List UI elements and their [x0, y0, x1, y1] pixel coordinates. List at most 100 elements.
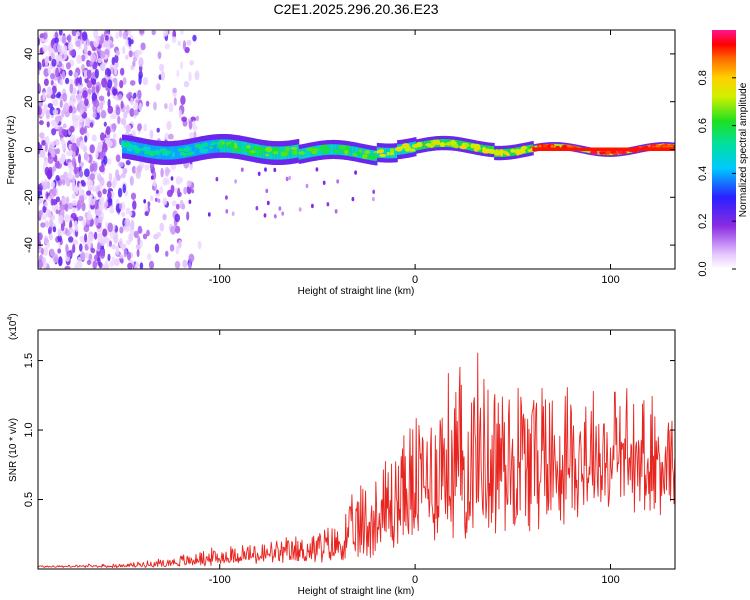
noise-speckle [176, 69, 180, 78]
noise-speckle [71, 157, 77, 167]
noise-speckle [65, 77, 70, 85]
scatter-speckle [157, 198, 161, 203]
band-core [297, 144, 300, 158]
noise-speckle [65, 243, 69, 254]
band-blob [612, 152, 619, 156]
noise-speckle [73, 167, 78, 175]
noise-speckle [112, 176, 118, 186]
band-core [348, 145, 351, 157]
noise-speckle [125, 54, 129, 60]
noise-speckle [69, 83, 74, 94]
noise-speckle [100, 50, 106, 59]
noise-speckle [89, 173, 96, 181]
noise-speckle [171, 200, 178, 207]
band-blob [395, 146, 403, 152]
spectrogram-y-label: Frequency (Hz) [6, 116, 17, 185]
band-core [394, 147, 397, 159]
noise-speckle [100, 33, 104, 44]
noise-speckle [93, 39, 99, 48]
band-core [239, 141, 242, 155]
noise-speckle [148, 260, 155, 269]
noise-speckle [39, 132, 45, 139]
noise-speckle [99, 240, 106, 246]
snr-multiplier: (x104) [7, 313, 19, 340]
scatter-speckle [152, 185, 155, 191]
band-core [197, 142, 200, 156]
band-core [372, 150, 375, 161]
scatter-speckle [231, 211, 235, 216]
noise-speckle [61, 129, 68, 136]
noise-speckle [165, 250, 169, 257]
noise-speckle [43, 246, 48, 256]
noise-speckle [133, 230, 139, 239]
noise-speckle [122, 77, 127, 85]
scatter-speckle [264, 167, 267, 172]
band-blob [250, 150, 256, 154]
noise-speckle [72, 200, 78, 206]
noise-speckle [114, 66, 118, 76]
band-core [353, 146, 356, 157]
noise-speckle [105, 126, 111, 135]
band-blob [389, 148, 395, 154]
noise-speckle [117, 115, 121, 125]
band-core [354, 146, 358, 158]
noise-speckle [79, 235, 85, 243]
noise-speckle [178, 239, 182, 249]
noise-speckle [47, 103, 53, 109]
noise-speckle [86, 213, 93, 221]
noise-speckle [122, 45, 126, 55]
noise-speckle [149, 162, 155, 170]
noise-speckle [62, 92, 68, 103]
band-blob [244, 149, 252, 153]
band-blob [459, 145, 468, 150]
noise-speckle [79, 76, 82, 85]
band-blob [599, 151, 605, 155]
snr-multiplier-base: (x10 [8, 320, 19, 340]
noise-speckle [73, 264, 80, 269]
spectrogram-y-ticks: -40 -20 0 20 40 [23, 48, 675, 253]
noise-speckle [115, 32, 120, 39]
noise-speckle [50, 52, 55, 60]
noise-speckle [97, 57, 103, 64]
noise-speckle [92, 112, 97, 119]
noise-speckle [61, 196, 67, 205]
noise-speckle [125, 104, 130, 114]
noise-speckle [120, 67, 125, 76]
band-blob [120, 141, 125, 146]
noise-speckle [92, 260, 98, 269]
band-blob [203, 142, 209, 147]
noise-speckle [137, 89, 142, 100]
noise-speckle [57, 248, 62, 254]
spectrogram-x-tick-label: 0 [412, 274, 418, 286]
noise-speckle [118, 161, 124, 168]
noise-speckle [107, 140, 113, 148]
noise-speckle [67, 202, 74, 210]
noise-speckle [54, 115, 61, 123]
noise-speckle [57, 228, 62, 237]
scatter-speckle [322, 180, 326, 185]
band-core [183, 145, 186, 159]
noise-speckle [146, 229, 150, 237]
colorbar-ticks: 0.0 0.2 0.4 0.6 0.8 [697, 70, 736, 277]
scatter-speckle [188, 199, 192, 204]
noise-speckle [86, 190, 92, 196]
noise-speckle [127, 251, 131, 261]
noise-speckle [136, 249, 140, 258]
noise-speckle [147, 201, 151, 207]
noise-speckle [119, 226, 124, 234]
noise-speckle [133, 92, 137, 99]
noise-speckle [75, 31, 80, 37]
noise-speckle [58, 30, 63, 36]
noise-speckle [80, 251, 86, 261]
band-blob [482, 149, 490, 154]
noise-speckle [117, 94, 123, 101]
noise-speckle [51, 85, 57, 95]
noise-speckle [79, 243, 83, 252]
noise-speckle [163, 30, 169, 37]
band-core [558, 144, 561, 149]
band-core [339, 144, 342, 155]
noise-speckle [44, 201, 48, 208]
band-blob [204, 148, 208, 153]
band-blob [344, 149, 349, 155]
noise-speckle [137, 123, 142, 132]
